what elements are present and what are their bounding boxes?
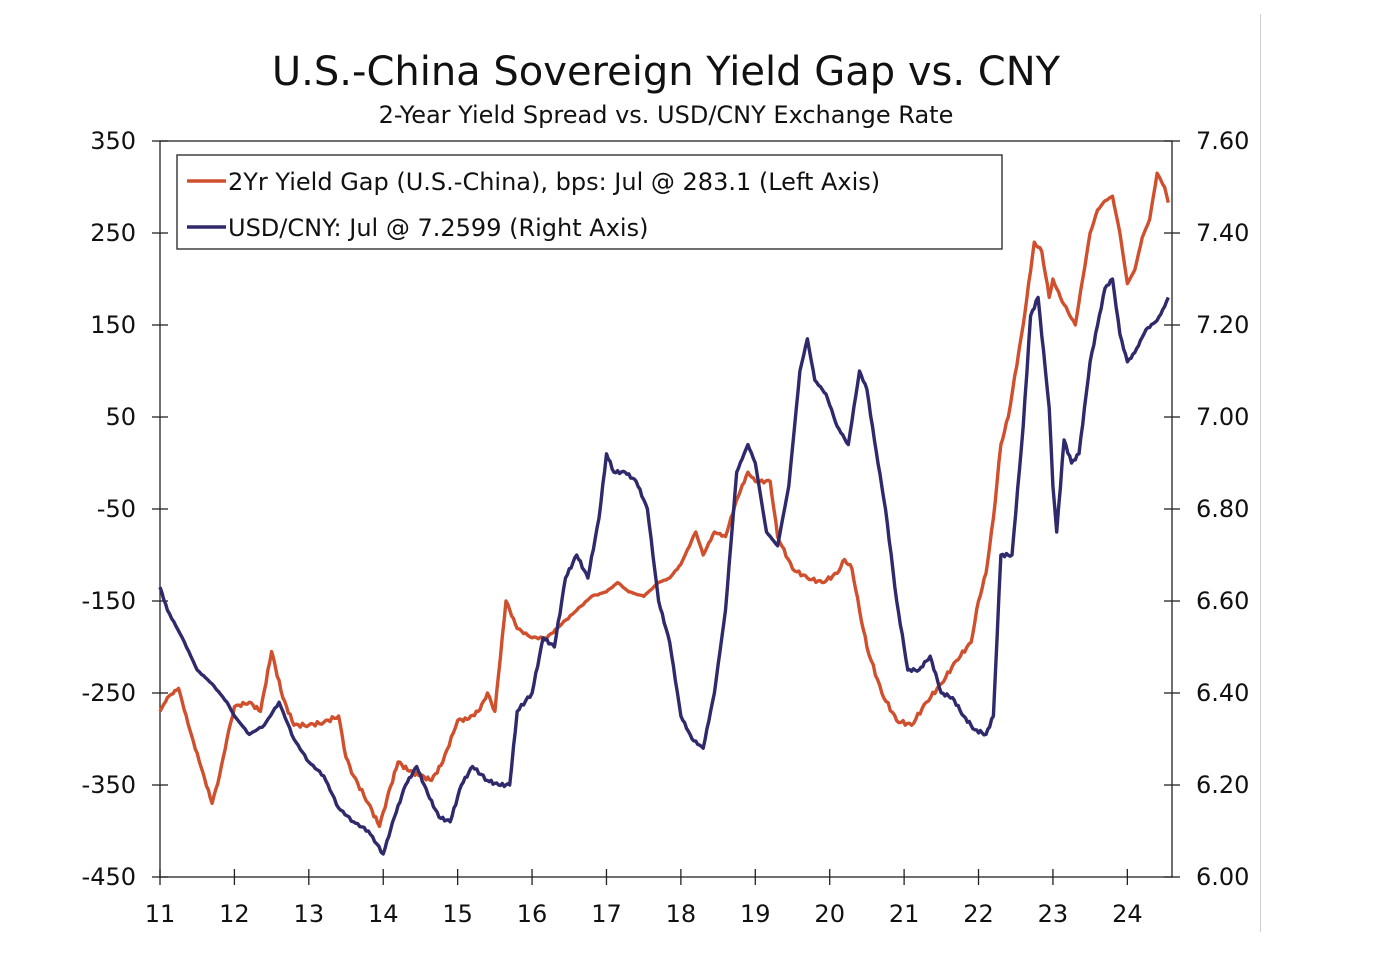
x-tick-label: 18 [666,900,697,928]
y-right-tick-label: 6.80 [1196,495,1249,523]
x-tick-label: 22 [963,900,994,928]
series-line-yield-gap [158,171,1170,829]
y-left-tick-label: 250 [90,219,136,247]
y-left-tick-label: 150 [90,311,136,339]
chart-subtitle: 2-Year Yield Spread vs. USD/CNY Exchange… [378,101,954,129]
y-right-tick-label: 7.60 [1196,127,1249,155]
legend: 2Yr Yield Gap (U.S.-China), bps: Jul @ 2… [176,154,1003,250]
x-tick-label: 12 [219,900,250,928]
y-right-tick-label: 6.20 [1196,771,1249,799]
x-tick-label: 23 [1038,900,1069,928]
y-right-tick-label: 7.40 [1196,219,1249,247]
x-tick-label: 13 [294,900,325,928]
x-tick-label: 14 [368,900,399,928]
y-right-tick-label: 6.40 [1196,679,1249,707]
y-left-tick-label: 50 [105,403,136,431]
y-left-tick-label: -350 [82,771,136,799]
x-tick-label: 21 [889,900,920,928]
legend-label: USD/CNY: Jul @ 7.2599 (Right Axis) [228,214,648,242]
x-tick-label: 17 [591,900,622,928]
y-right-tick-label: 6.60 [1196,587,1249,615]
x-tick-label: 24 [1112,900,1143,928]
y-left-tick-label: 350 [90,127,136,155]
axes-layer: 350 250 150 50 -50 -150 -250 -350 -450 7.60 7.40 7.… [82,127,1250,928]
series-layer [158,171,1170,856]
chart-title: U.S.-China Sovereign Yield Gap vs. CNY [271,49,1061,95]
y-left-tick-label: -250 [82,679,136,707]
y-right-tick-label: 6.00 [1196,863,1249,891]
y-left-tick-label: -150 [82,587,136,615]
x-tick-label: 11 [145,900,176,928]
legend-box [176,154,1003,250]
legend-label: 2Yr Yield Gap (U.S.-China), bps: Jul @ 2… [228,168,880,196]
series-line-usd-cny [158,277,1170,856]
x-tick-label: 16 [517,900,548,928]
x-tick-label: 19 [740,900,771,928]
x-tick-label: 20 [814,900,845,928]
y-right-tick-label: 7.20 [1196,311,1249,339]
x-tick-label: 15 [442,900,473,928]
y-left-tick-label: -450 [82,863,136,891]
y-left-tick-label: -50 [97,495,136,523]
y-right-tick-label: 7.00 [1196,403,1249,431]
page-right-divider [1260,14,1261,932]
